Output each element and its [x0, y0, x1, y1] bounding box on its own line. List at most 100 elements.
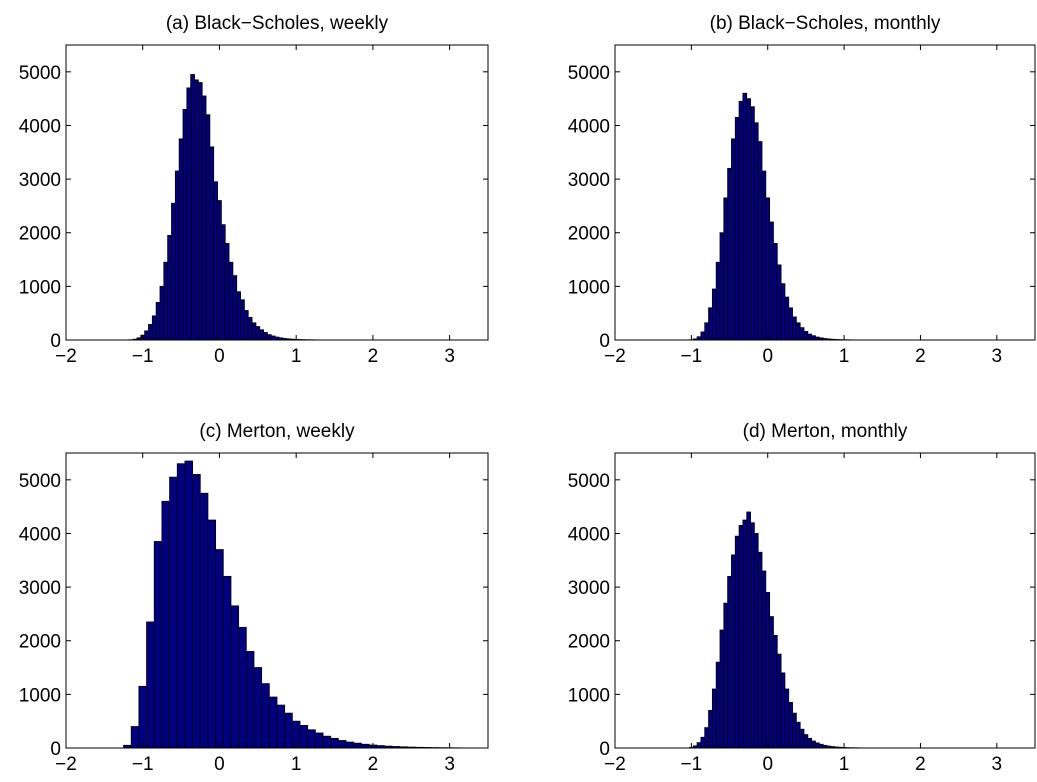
y-tick-label-b-2: 2000 — [568, 224, 610, 245]
histogram-bar-d-6 — [711, 688, 717, 749]
histogram-bar-a-35 — [263, 332, 268, 341]
histogram-bar-a-18 — [197, 82, 203, 341]
y-tick-label-d-0: 0 — [599, 739, 610, 760]
x-tick-label-c-4: 2 — [368, 754, 379, 775]
histogram-bar-d-30 — [803, 734, 809, 749]
histogram-bar-d-3 — [700, 736, 706, 749]
y-tick-label-d-5: 5000 — [568, 471, 610, 492]
chart-title-b: (b) Black−Scholes, monthly — [710, 13, 941, 34]
histogram-bar-d-12 — [734, 535, 740, 749]
histogram-bar-d-18 — [757, 551, 763, 749]
histogram-bar-b-8 — [719, 232, 725, 341]
chart-title-c: (c) Merton, weekly — [199, 421, 355, 442]
axes-box-b — [614, 44, 1036, 341]
histogram-bar-a-29 — [240, 299, 245, 341]
y-tick-label-c-5: 5000 — [19, 471, 61, 492]
x-tick-label-d-0: −2 — [604, 754, 626, 775]
histogram-bar-a-19 — [201, 95, 207, 341]
x-tick-label-d-2: 0 — [762, 754, 773, 775]
histogram-bar-a-36 — [267, 334, 272, 341]
histogram-bar-b-16 — [750, 106, 755, 341]
chart-title-a: (a) Black−Scholes, weekly — [166, 13, 389, 34]
histogram-bar-b-25 — [784, 296, 790, 341]
histogram-bar-a-6 — [151, 315, 157, 341]
histogram-bar-b-29 — [799, 327, 805, 341]
x-tick-label-b-1: −1 — [681, 346, 703, 367]
x-tick-label-d-5: 3 — [992, 754, 1003, 775]
histogram-bar-b-26 — [788, 307, 793, 341]
y-tick-label-c-4: 4000 — [19, 524, 61, 545]
histogram-bar-d-10 — [727, 575, 732, 749]
x-tick-label-a-0: −2 — [55, 346, 77, 367]
x-tick-label-d-4: 2 — [915, 754, 926, 775]
histogram-panel-a: (a) Black−Scholes, weekly −2 −1 0 1 2 3 0 1000 20… — [19, 13, 489, 367]
histogram-bar-c-17 — [253, 667, 263, 749]
histogram-bar-c-13 — [222, 575, 232, 749]
histogram-bar-d-19 — [761, 570, 767, 749]
histogram-bar-a-20 — [205, 114, 211, 341]
y-tick-label-d-2: 2000 — [568, 632, 610, 653]
histogram-panel-b: (b) Black−Scholes, monthly −2 −1 0 1 2 3 0 1000 2… — [568, 13, 1036, 367]
histogram-bar-c-20 — [276, 704, 286, 749]
x-tick-label-d-1: −1 — [681, 754, 703, 775]
histogram-bar-b-28 — [795, 322, 801, 341]
histogram-panel-d: (d) Merton, monthly −2 −1 0 1 2 3 0 1000 2000 3000… — [568, 421, 1036, 775]
x-tick-label-b-0: −2 — [604, 346, 626, 367]
histogram-bar-c-11 — [207, 519, 217, 749]
y-tick-label-a-2: 2000 — [19, 224, 61, 245]
y-tick-label-c-0: 0 — [50, 739, 61, 760]
x-tick-label-c-2: 0 — [214, 754, 225, 775]
histogram-bar-a-14 — [182, 108, 188, 341]
histogram-bar-a-31 — [247, 317, 253, 341]
histogram-bar-c-16 — [245, 651, 255, 749]
histogram-bar-b-18 — [757, 141, 763, 341]
histogram-bar-a-22 — [213, 181, 218, 341]
histogram-bar-d-9 — [723, 602, 729, 749]
histogram-bar-d-34 — [818, 743, 824, 749]
histogram-bar-a-16 — [190, 74, 195, 341]
x-tick-label-c-1: −1 — [132, 754, 154, 775]
histogram-bar-a-12 — [174, 170, 180, 341]
histogram-bar-c-12 — [215, 549, 224, 749]
histogram-bar-b-17 — [753, 122, 759, 341]
histogram-bar-a-10 — [167, 235, 172, 341]
histogram-bar-d-33 — [815, 742, 820, 749]
axes-box-d — [614, 452, 1036, 749]
histogram-bar-c-1 — [130, 726, 140, 749]
histogram-bar-b-13 — [738, 100, 744, 341]
histogram-bar-c-7 — [176, 463, 186, 749]
histogram-bar-d-4 — [704, 727, 709, 749]
y-tick-label-b-0: 0 — [599, 331, 610, 352]
histogram-bar-b-24 — [780, 283, 786, 341]
histogram-bar-c-31 — [360, 743, 370, 749]
histogram-bar-d-5 — [708, 710, 713, 749]
histogram-bar-d-14 — [742, 519, 748, 749]
histogram-bar-d-11 — [731, 554, 736, 749]
histogram-bar-c-30 — [353, 742, 362, 749]
histogram-bar-d-21 — [769, 616, 774, 749]
histogram-bar-d-25 — [784, 688, 790, 749]
histogram-bar-c-8 — [184, 460, 194, 749]
histogram-bar-b-15 — [746, 98, 751, 341]
histogram-bar-b-30 — [803, 331, 809, 341]
histogram-bar-c-25 — [314, 732, 324, 749]
histogram-bar-a-15 — [186, 87, 192, 341]
x-tick-label-a-1: −1 — [132, 346, 154, 367]
x-tick-label-c-0: −2 — [55, 754, 77, 775]
histogram-bar-c-15 — [238, 626, 247, 749]
histogram-bar-a-24 — [220, 224, 226, 341]
chart-title-d: (d) Merton, monthly — [743, 421, 908, 442]
x-tick-label-c-3: 1 — [291, 754, 302, 775]
x-tick-label-a-4: 2 — [368, 346, 379, 367]
axes-box-c — [65, 452, 489, 749]
histogram-bar-d-23 — [776, 653, 782, 749]
histogram-bar-c-3 — [146, 621, 155, 749]
histogram-bar-b-31 — [807, 333, 813, 341]
axes-box-a — [65, 44, 489, 341]
histogram-bar-a-21 — [209, 146, 215, 341]
y-tick-label-a-4: 4000 — [19, 116, 61, 137]
histogram-bar-d-29 — [799, 728, 805, 749]
x-tick-label-b-5: 3 — [992, 346, 1003, 367]
y-tick-label-d-3: 3000 — [568, 578, 610, 599]
histogram-bar-d-26 — [788, 702, 793, 749]
